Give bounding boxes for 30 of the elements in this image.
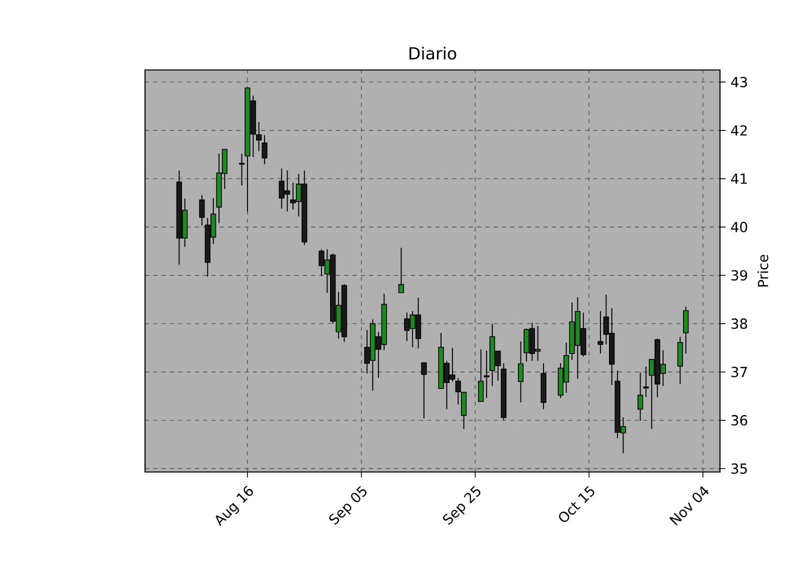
y-tick-label: 43 [731,76,747,88]
x-tick-label: Sep 05 [329,486,367,525]
y-tick-label: 41 [731,174,747,184]
y-tick-label: 37 [732,366,747,378]
chart-title: Diario [410,46,456,60]
x-tick-label: Aug 16 [216,486,253,526]
y-tick-label: 39 [732,270,748,281]
candlestick [637,372,644,422]
candlestick [461,392,467,430]
candlestick [421,362,427,419]
candlestick [518,341,524,403]
y-tick-label: 36 [732,415,748,426]
candlestick [598,310,604,354]
candlestick [677,336,683,385]
y-tick-label: 38 [732,318,748,329]
candlestick [478,348,484,402]
y-axis-title: Price [758,254,768,287]
candlestick [455,378,461,405]
candlestick [643,366,649,398]
candlestick [262,134,268,165]
candlestick [199,194,205,226]
candlestick [256,122,262,152]
x-tick-label: Nov 04 [669,486,709,526]
x-tick-label: Oct 15 [559,486,594,522]
y-tick-label: 42 [731,125,747,136]
y-tick-label: 40 [731,222,748,232]
candlestick [398,247,404,294]
x-tick-label: Sep 25 [443,486,480,525]
y-tick-label: 35 [732,463,747,474]
candlestick [683,306,689,354]
